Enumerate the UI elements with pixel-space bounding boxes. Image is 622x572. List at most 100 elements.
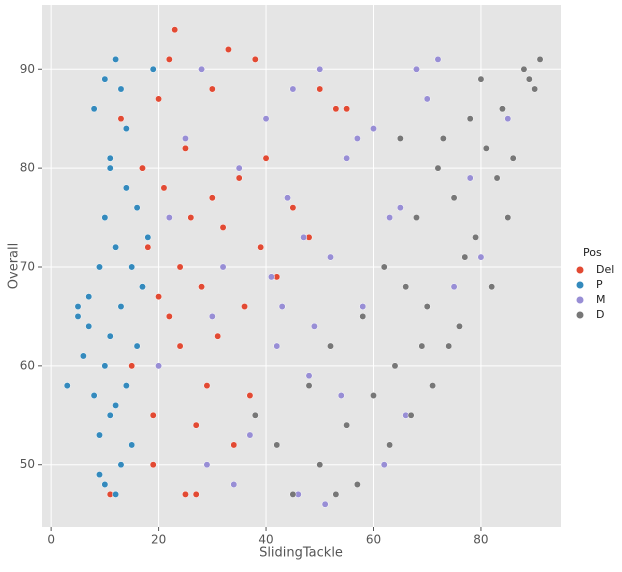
point	[133, 204, 141, 212]
point	[63, 382, 71, 390]
point	[316, 85, 324, 93]
point	[106, 411, 114, 419]
point	[434, 164, 442, 172]
point	[337, 392, 345, 399]
point	[79, 352, 87, 360]
y-tick-label: 60	[20, 358, 35, 372]
point	[117, 85, 125, 93]
legend-marker	[576, 296, 584, 304]
point	[472, 233, 480, 241]
point	[235, 164, 243, 172]
y-axis-label: Overall	[7, 243, 22, 289]
point	[262, 115, 270, 123]
point	[106, 164, 114, 172]
point	[117, 303, 125, 310]
point	[219, 223, 227, 231]
point	[214, 332, 222, 340]
point	[477, 75, 485, 83]
point	[112, 243, 120, 251]
point	[208, 85, 216, 93]
point	[482, 144, 490, 152]
point	[321, 500, 329, 508]
point	[96, 263, 103, 271]
point	[310, 322, 318, 330]
x-axis-label: SlidingTackle	[259, 546, 343, 561]
point	[112, 55, 120, 63]
point	[289, 204, 297, 212]
point	[445, 342, 453, 350]
point	[531, 85, 539, 93]
point	[117, 115, 125, 123]
point	[359, 312, 367, 320]
point	[74, 312, 82, 320]
point	[257, 243, 265, 251]
point	[380, 263, 388, 271]
x-tick-label: 60	[366, 533, 381, 547]
point	[241, 303, 248, 310]
point	[402, 283, 410, 291]
point	[155, 95, 163, 103]
legend-marker	[576, 281, 584, 289]
point	[391, 362, 399, 370]
point	[187, 214, 195, 222]
point	[133, 342, 141, 350]
x-tick-label: 80	[473, 533, 488, 547]
point	[456, 322, 463, 330]
point	[139, 164, 146, 172]
point	[273, 342, 281, 350]
point	[251, 411, 259, 419]
point	[504, 214, 512, 222]
point	[343, 105, 351, 113]
point	[316, 461, 324, 469]
point	[112, 490, 120, 498]
point	[289, 490, 297, 498]
point	[493, 174, 501, 182]
point	[96, 431, 103, 439]
point	[429, 382, 437, 390]
point	[536, 55, 544, 63]
point	[246, 392, 254, 399]
point	[370, 125, 377, 133]
point	[353, 481, 361, 488]
point	[96, 471, 103, 479]
point	[262, 154, 270, 162]
point	[122, 382, 130, 390]
point	[101, 214, 109, 222]
point	[434, 55, 442, 63]
point	[101, 75, 109, 83]
point	[85, 293, 93, 301]
point	[305, 382, 313, 390]
point	[332, 490, 340, 498]
point	[509, 154, 517, 162]
x-tick-label: 40	[258, 533, 273, 547]
point	[353, 135, 361, 142]
point	[284, 194, 291, 202]
point	[370, 392, 377, 399]
point	[74, 303, 82, 310]
point	[192, 421, 200, 429]
point	[327, 253, 334, 261]
point	[413, 214, 420, 222]
point	[128, 441, 136, 449]
y-tick-label: 70	[20, 259, 35, 273]
point	[423, 303, 431, 310]
point	[176, 263, 184, 271]
point	[278, 303, 286, 310]
legend-label: M	[596, 293, 606, 306]
point	[504, 115, 512, 123]
point	[90, 392, 98, 399]
point	[117, 461, 125, 469]
point	[380, 461, 388, 469]
point	[90, 105, 98, 113]
plot-background	[42, 5, 561, 527]
legend-title: Pos	[583, 246, 602, 259]
point	[230, 441, 238, 449]
point	[203, 461, 211, 469]
legend-marker	[576, 311, 584, 319]
point	[182, 135, 189, 142]
x-tick-label: 0	[47, 533, 55, 547]
point	[198, 283, 206, 291]
point	[466, 174, 474, 182]
point	[208, 194, 216, 202]
